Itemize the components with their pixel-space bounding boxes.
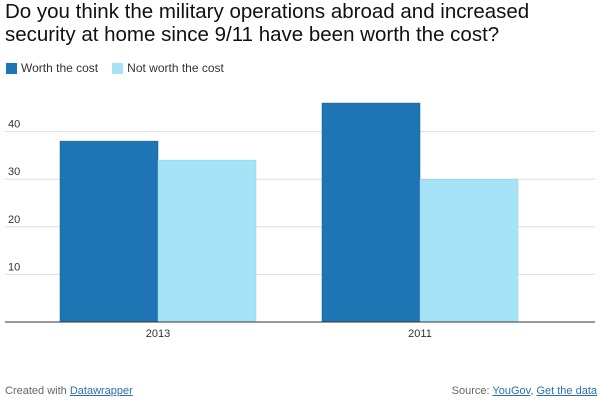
bar <box>321 102 421 323</box>
footer-created: Created with Datawrapper <box>5 385 133 397</box>
x-tick-label: 2013 <box>146 328 170 340</box>
yougov-link[interactable]: YouGov <box>492 385 531 397</box>
legend: Worth the cost Not worth the cost <box>6 61 238 75</box>
legend-item-not-worth: Not worth the cost <box>112 61 224 75</box>
footer-separator: , <box>530 385 534 397</box>
footer-created-prefix: Created with <box>5 385 67 397</box>
footer-source-prefix: Source: <box>451 385 490 397</box>
datawrapper-link[interactable]: Datawrapper <box>69 385 133 397</box>
chart-title: Do you think the military operations abr… <box>5 0 530 46</box>
bar <box>59 140 159 323</box>
bar <box>157 159 257 323</box>
y-tick-label: 10 <box>8 261 20 273</box>
y-tick-label: 20 <box>8 214 20 226</box>
legend-label-not-worth: Not worth the cost <box>127 61 224 75</box>
x-tick-label: 2011 <box>408 328 432 340</box>
legend-label-worth: Worth the cost <box>21 61 99 75</box>
legend-item-worth: Worth the cost <box>6 61 98 75</box>
legend-swatch-not-worth <box>112 62 124 74</box>
bar <box>419 178 519 323</box>
y-tick-label: 30 <box>8 166 20 178</box>
legend-swatch-worth <box>6 62 17 74</box>
y-tick-label: 40 <box>8 119 20 131</box>
get-the-data-link[interactable]: Get the data <box>536 385 597 397</box>
footer-source: Source: YouGov, Get the data <box>452 385 597 397</box>
